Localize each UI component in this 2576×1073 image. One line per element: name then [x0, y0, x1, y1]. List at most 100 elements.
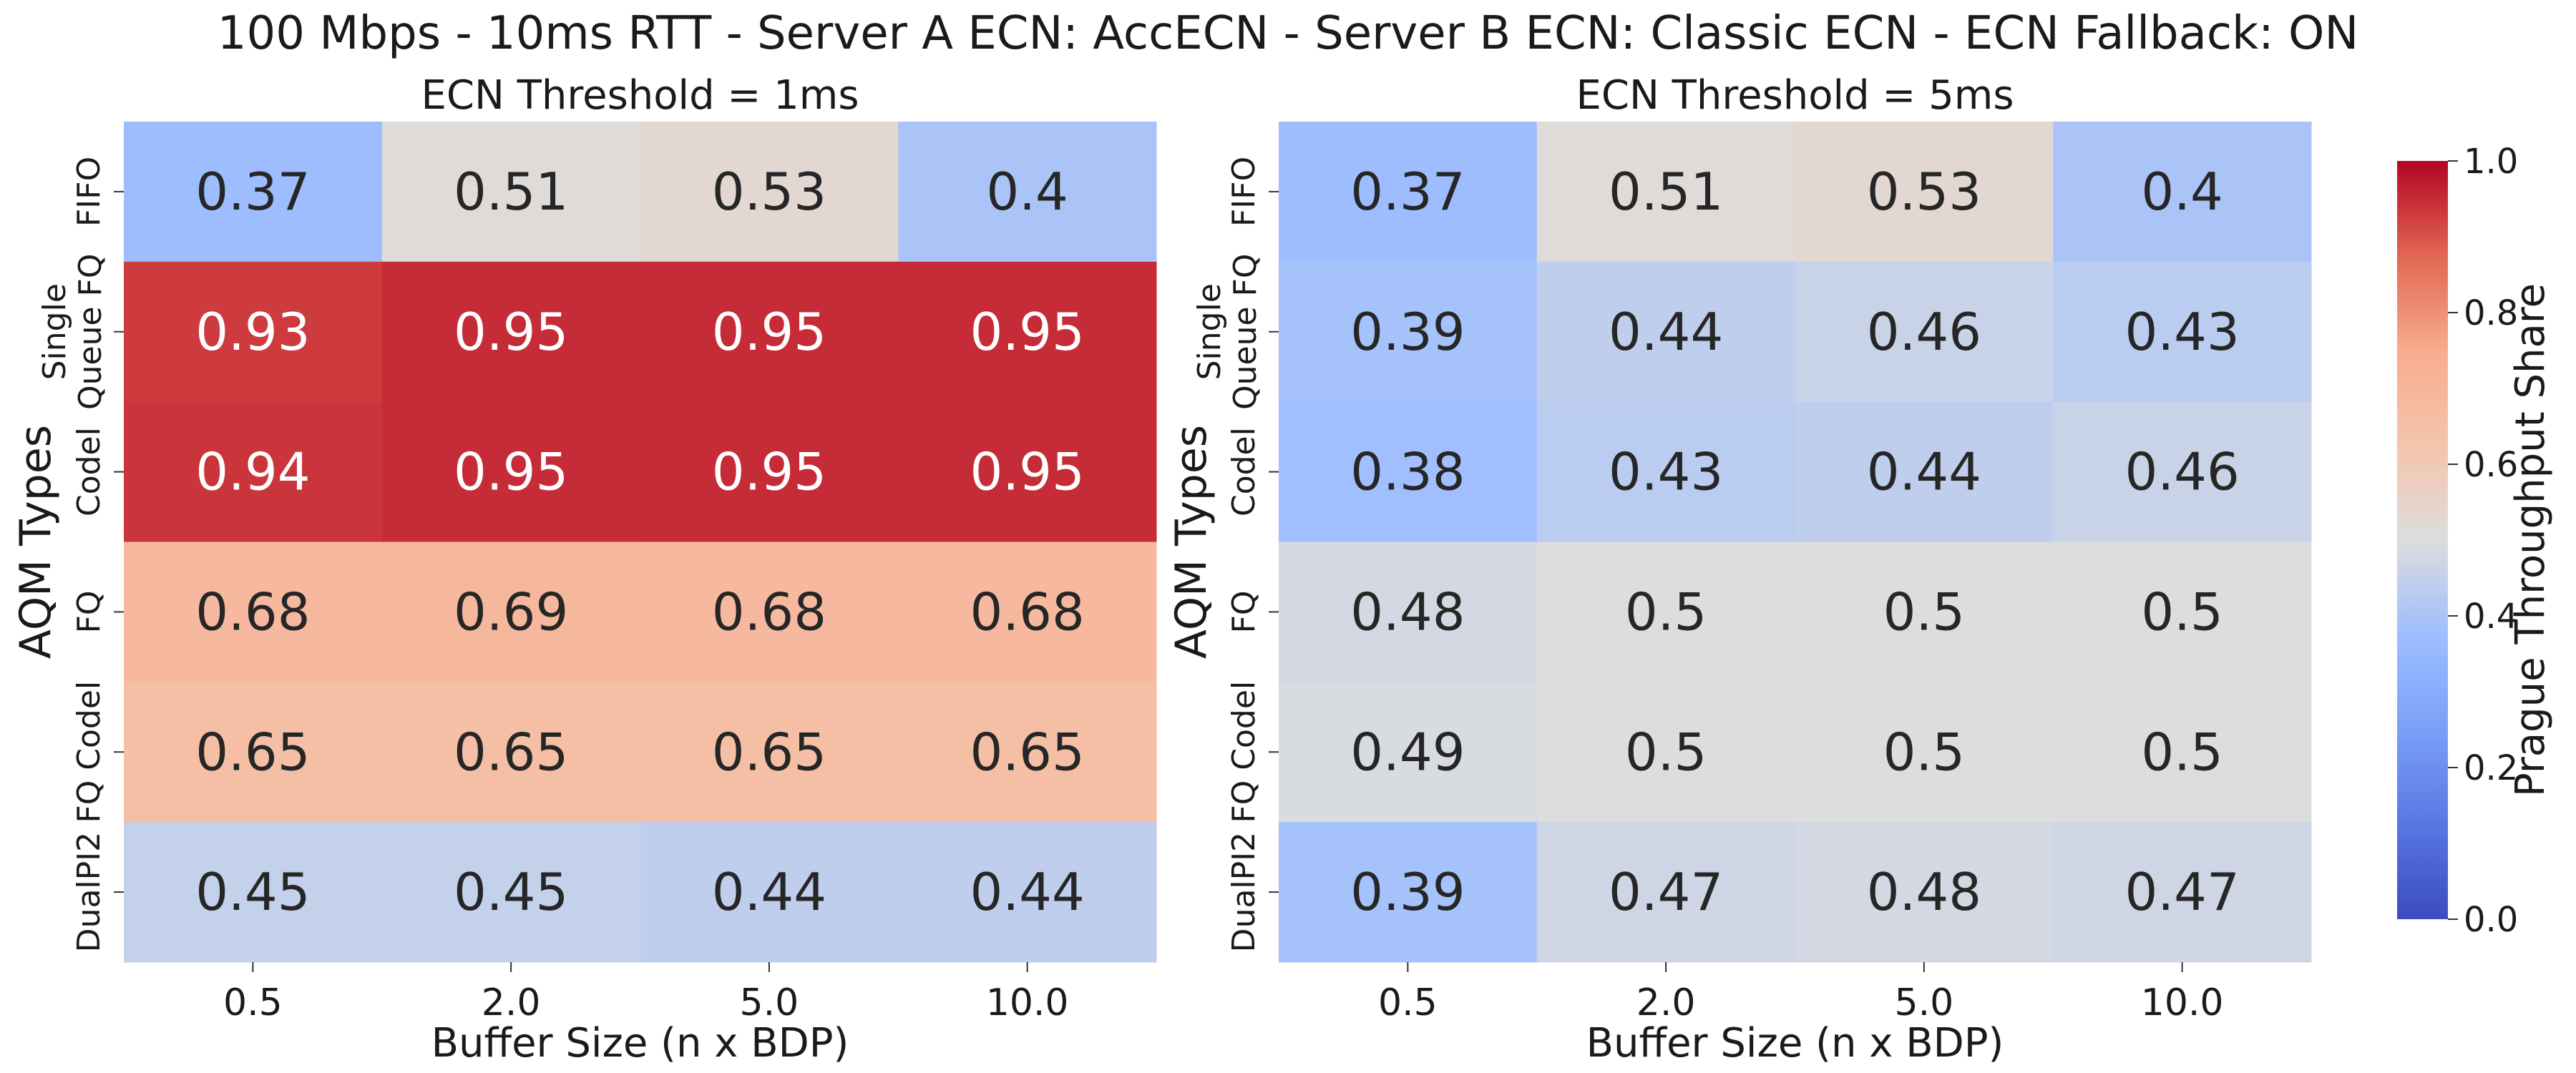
heatmap-cell	[1279, 261, 1538, 403]
cell-value-label: 0.65	[454, 722, 568, 782]
heatmap-cell	[1279, 542, 1538, 682]
cell-value-label: 0.44	[1867, 442, 1981, 502]
colorbar-tick-label: 0.2	[2464, 748, 2518, 788]
cell-value-label: 0.43	[2124, 302, 2239, 362]
svg-text:FQ: FQ	[1226, 590, 1262, 633]
cell-value-label: 0.37	[195, 162, 310, 222]
y-tick-label: Codel	[1226, 427, 1262, 516]
cell-value-label: 0.46	[1867, 302, 1981, 362]
figure-suptitle: 100 Mbps - 10ms RTT - Server A ECN: AccE…	[218, 7, 2358, 60]
panel-title: ECN Threshold = 5ms	[1576, 72, 2014, 119]
heatmap-cell	[1536, 682, 1795, 823]
cell-value-label: 0.95	[712, 302, 826, 362]
x-tick-label: 10.0	[986, 981, 1069, 1024]
cell-value-label: 0.5	[1883, 722, 1966, 782]
colorbar-gradient	[2397, 161, 2448, 919]
heatmap-cell	[381, 682, 640, 823]
cell-value-label: 0.65	[970, 722, 1084, 782]
heatmap-cell	[898, 401, 1157, 542]
svg-text:SingleQueue FQ: SingleQueue FQ	[1191, 254, 1264, 410]
heatmap-cell	[898, 682, 1157, 823]
heatmap-cell	[2053, 122, 2312, 263]
cell-value-label: 0.95	[454, 442, 568, 502]
heatmap-cell	[124, 261, 383, 403]
cell-value-label: 0.95	[970, 442, 1084, 502]
y-tick-label: FQ	[71, 590, 107, 633]
y-tick-label: FQ Codel	[1226, 681, 1262, 823]
cell-value-label: 0.5	[2141, 722, 2223, 782]
cell-value-label: 0.46	[2124, 442, 2239, 502]
heatmap-cell	[2053, 822, 2312, 963]
cell-value-label: 0.69	[454, 582, 568, 642]
y-tick-label: FQ Codel	[71, 681, 107, 823]
cell-value-label: 0.4	[986, 162, 1068, 222]
cell-value-label: 0.53	[712, 162, 826, 222]
colorbar-tick-label: 0.4	[2464, 597, 2518, 637]
cell-value-label: 0.5	[1883, 582, 1966, 642]
heatmap-cell	[2053, 682, 2312, 823]
cell-value-label: 0.51	[454, 162, 568, 222]
cell-value-label: 0.4	[2141, 162, 2223, 222]
svg-text:DualPI2: DualPI2	[1226, 832, 1262, 952]
heatmap-cell	[1795, 122, 2054, 263]
cell-value-label: 0.68	[195, 582, 310, 642]
heatmap-cell	[640, 822, 899, 963]
cell-value-label: 0.94	[195, 442, 310, 502]
heatmap-cell	[2053, 261, 2312, 403]
y-tick-label: FIFO	[71, 157, 107, 227]
heatmap-cell	[381, 822, 640, 963]
x-axis-label: Buffer Size (n x BDP)	[431, 1020, 849, 1067]
y-tick-label: FIFO	[1226, 157, 1262, 227]
svg-text:Codel: Codel	[1226, 427, 1262, 516]
svg-text:FQ: FQ	[71, 590, 107, 633]
y-tick-label: SingleQueue FQ	[36, 254, 109, 410]
heatmap-cell	[2053, 401, 2312, 542]
heatmap-cell	[124, 542, 383, 682]
cell-value-label: 0.65	[712, 722, 826, 782]
heatmap-cell	[124, 401, 383, 542]
heatmap-cell	[640, 261, 899, 403]
y-axis-label: AQM Types	[1166, 425, 1216, 659]
heatmap-cell	[1279, 122, 1538, 263]
svg-text:FQ Codel: FQ Codel	[1226, 681, 1262, 823]
heatmap-cell	[1279, 682, 1538, 823]
cell-value-label: 0.93	[195, 302, 310, 362]
svg-text:FIFO: FIFO	[71, 157, 107, 227]
y-tick-label: Codel	[71, 427, 107, 516]
cell-value-label: 0.43	[1609, 442, 1723, 502]
x-axis-label: Buffer Size (n x BDP)	[1586, 1020, 2004, 1067]
heatmap-cell	[381, 401, 640, 542]
colorbar-tick-label: 1.0	[2464, 142, 2518, 182]
x-tick-label: 10.0	[2141, 981, 2224, 1024]
cell-value-label: 0.44	[712, 862, 826, 922]
colorbar-tick-label: 0.6	[2464, 445, 2518, 485]
cell-value-label: 0.95	[454, 302, 568, 362]
cell-value-label: 0.49	[1350, 722, 1465, 782]
heatmap-cell	[124, 822, 383, 963]
cell-value-label: 0.53	[1867, 162, 1981, 222]
heatmap-cell	[1795, 682, 2054, 823]
y-axis-label: AQM Types	[11, 425, 61, 659]
x-tick-label: 5.0	[740, 981, 799, 1024]
cell-value-label: 0.5	[1625, 582, 1707, 642]
cell-value-label: 0.5	[2141, 582, 2223, 642]
svg-text:FQ Codel: FQ Codel	[71, 681, 107, 823]
svg-text:FIFO: FIFO	[1226, 157, 1262, 227]
heatmap-cell	[381, 542, 640, 682]
colorbar-label: Prague Throughput Share	[2507, 283, 2554, 797]
y-tick-label: FQ	[1226, 590, 1262, 633]
heatmap-cell	[640, 682, 899, 823]
cell-value-label: 0.39	[1350, 302, 1465, 362]
colorbar-tick-label: 0.0	[2464, 900, 2518, 940]
heatmap-panel-1ms: ECN Threshold = 1ms 0.37 0.51 0.53 0.4 FIFO 0.…	[11, 72, 1157, 1067]
heatmap-cell	[1536, 822, 1795, 963]
cell-value-label: 0.48	[1867, 862, 1981, 922]
heatmap-cell	[1795, 261, 2054, 403]
y-tick-label: DualPI2	[71, 832, 107, 952]
heatmap-cell	[2053, 542, 2312, 682]
cell-value-label: 0.44	[1609, 302, 1723, 362]
cell-value-label: 0.95	[712, 442, 826, 502]
cell-value-label: 0.65	[195, 722, 310, 782]
